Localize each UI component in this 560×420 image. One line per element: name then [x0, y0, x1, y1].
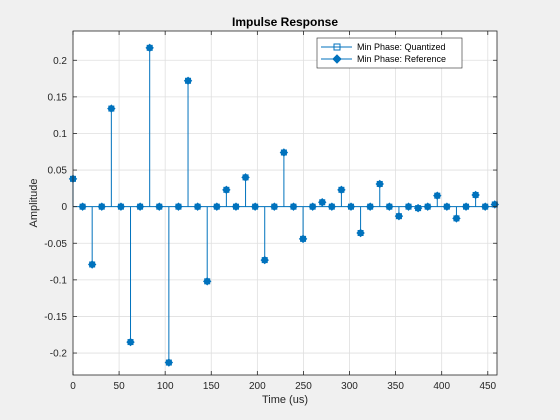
- stem-diamond-marker: [442, 202, 452, 211]
- axes-box: [72, 30, 498, 376]
- legend-diamond-marker-icon: [332, 54, 342, 64]
- y-tick-label: 0.15: [48, 92, 68, 103]
- y-tick-label: 0.1: [53, 129, 67, 140]
- stem-diamond-marker: [346, 202, 356, 211]
- x-tick-labels: 0 50 100 150 200 250 300 350 400 450: [70, 381, 496, 392]
- legend[interactable]: Min Phase: Quantized Min Phase: Referenc…: [316, 37, 463, 69]
- stem-diamond-marker: [385, 202, 394, 211]
- stem-diamond-marker: [241, 173, 250, 182]
- y-axis-label: Amplitude: [28, 179, 40, 228]
- y-tick-label: -0.1: [50, 275, 68, 286]
- x-tick-label: 300: [341, 381, 358, 392]
- legend-label-quantized: Min Phase: Quantized: [357, 42, 446, 52]
- x-tick-label: 50: [114, 381, 126, 392]
- stem-diamond-marker: [298, 234, 308, 244]
- y-tick-label: 0.05: [48, 166, 68, 177]
- stem-diamond-marker: [250, 202, 260, 211]
- x-tick-label: 450: [479, 381, 496, 392]
- stem-diamond-marker: [365, 202, 375, 211]
- stem-diamond-marker: [183, 76, 193, 85]
- stem-diamond-marker: [413, 203, 423, 213]
- stem-diamond-marker: [202, 277, 212, 286]
- y-tick-label: -0.2: [50, 349, 68, 360]
- ticks: [72, 31, 497, 375]
- stem-diamond-marker: [231, 202, 241, 211]
- stem-diamond-marker: [356, 228, 365, 238]
- legend-box: [316, 37, 463, 69]
- stem-diamond-marker: [433, 191, 442, 200]
- stem-diamond-marker: [155, 202, 164, 211]
- stem-diamond-marker: [174, 202, 183, 211]
- stem-diamond-marker: [270, 202, 279, 211]
- x-axis-label: Time (us): [262, 394, 308, 406]
- x-tick-label: 200: [249, 381, 266, 392]
- stem-diamond-marker: [116, 202, 126, 211]
- legend-label-reference: Min Phase: Reference: [357, 54, 446, 64]
- stem-diamond-marker: [222, 185, 231, 195]
- stem-diamond-marker: [212, 202, 221, 211]
- stem-diamond-marker: [260, 255, 269, 265]
- y-tick-labels: -0.2 -0.15 -0.1 -0.05 0 0.05 0.1 0.15 0.2: [44, 56, 67, 360]
- stem-diamond-marker: [471, 190, 480, 200]
- y-tick-label: -0.15: [44, 312, 67, 323]
- stem-diamond-marker: [107, 104, 116, 113]
- stem-diamond-marker: [308, 202, 317, 211]
- stem-diamond-marker: [135, 202, 145, 211]
- stem-diamond-marker: [87, 260, 97, 269]
- stem-diamond-marker: [327, 202, 337, 211]
- stem-diamond-marker: [394, 211, 404, 221]
- stem-diamond-marker: [461, 202, 471, 211]
- stem-diamond-marker: [404, 202, 413, 211]
- stem-diamond-marker: [97, 202, 106, 211]
- legend-square-marker-icon: [333, 43, 341, 51]
- stem-diamond-marker: [452, 214, 461, 223]
- stem-diamond-marker: [375, 179, 384, 189]
- stem-diamond-marker: [126, 337, 135, 347]
- stem-diamond-marker: [164, 358, 174, 367]
- stem-diamond-marker: [423, 202, 432, 211]
- stem-diamond-marker: [289, 202, 298, 211]
- stem-diamond-marker: [279, 148, 289, 157]
- x-tick-label: 350: [387, 381, 404, 392]
- x-tick-label: 150: [203, 381, 220, 392]
- y-tick-label: 0.2: [53, 56, 67, 67]
- x-tick-label: 0: [70, 381, 76, 392]
- x-tick-label: 250: [295, 381, 312, 392]
- y-tick-label: -0.05: [44, 239, 67, 250]
- y-tick-label: 0: [61, 202, 67, 213]
- stem-diamond-marker: [78, 202, 87, 211]
- axes-background: [73, 31, 497, 375]
- x-tick-label: 100: [157, 381, 174, 392]
- chart-title: Impulse Response: [232, 15, 338, 29]
- stem-markers: [68, 43, 499, 367]
- x-tick-label: 400: [433, 381, 450, 392]
- stem-diamond-marker: [318, 198, 327, 207]
- stem-diamond-marker: [193, 202, 202, 211]
- stem-diamond-marker: [337, 185, 346, 195]
- stem-diamond-marker: [480, 202, 490, 211]
- stem-diamond-marker: [145, 43, 154, 53]
